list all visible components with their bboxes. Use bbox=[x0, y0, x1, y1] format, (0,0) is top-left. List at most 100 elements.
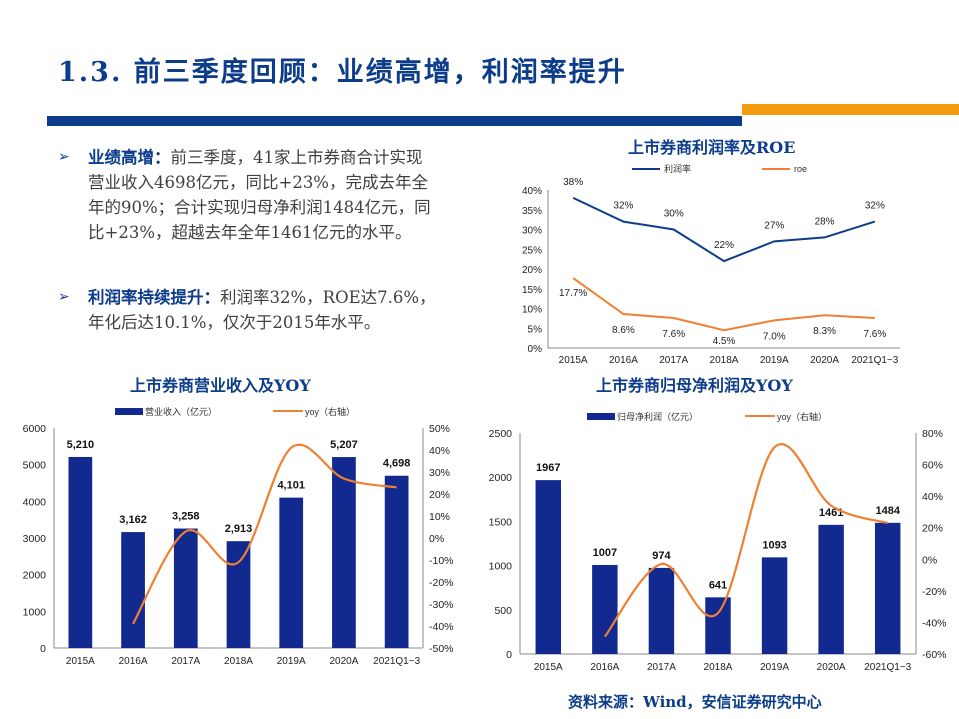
y-tick-label: 10% bbox=[522, 305, 542, 316]
x-tick-label: 2017A bbox=[171, 656, 200, 667]
y-tick-label: 5000 bbox=[23, 460, 47, 472]
y-tick-label: 2000 bbox=[489, 472, 513, 484]
y2-tick-label: 0% bbox=[922, 554, 937, 566]
bar bbox=[535, 480, 562, 654]
data-label: 8.6% bbox=[612, 325, 635, 336]
bar-data-label: 3,162 bbox=[119, 514, 147, 526]
x-tick-label: 2019A bbox=[760, 355, 789, 366]
y-tick-label: 3000 bbox=[23, 533, 47, 545]
legend-label: yoy（右轴） bbox=[305, 406, 355, 417]
y-tick-label: 2500 bbox=[489, 428, 513, 440]
data-label: 30% bbox=[664, 209, 684, 220]
data-label: 28% bbox=[815, 216, 835, 227]
bullet-head: 业绩高增： bbox=[88, 148, 171, 167]
y2-tick-label: 20% bbox=[922, 523, 943, 535]
bullet-head: 利润率持续提升： bbox=[88, 288, 220, 307]
y2-tick-label: -20% bbox=[922, 586, 947, 598]
bar bbox=[384, 475, 409, 648]
bar-data-label: 4,698 bbox=[383, 458, 411, 470]
x-tick-label: 2021Q1~3 bbox=[851, 355, 898, 366]
bar-data-label: 1093 bbox=[762, 539, 786, 551]
y-tick-label: 500 bbox=[494, 605, 512, 617]
arrow-bullet-icon: ➢ bbox=[58, 149, 70, 165]
data-label: 7.6% bbox=[863, 329, 886, 340]
y-tick-label: 6000 bbox=[23, 423, 47, 435]
bullet-revenue: ➢ 业绩高增：前三季度，41家上市券商合计实现营业收入4698亿元，同比+23%… bbox=[58, 145, 438, 245]
bar-data-label: 1967 bbox=[536, 462, 560, 474]
data-label: 4.5% bbox=[713, 336, 736, 347]
source-note: 资料来源：Wind，安信证券研究中心 bbox=[568, 693, 822, 711]
y2-tick-label: 30% bbox=[429, 467, 450, 479]
bar bbox=[121, 532, 145, 648]
y-tick-label: 0 bbox=[506, 649, 512, 661]
bar bbox=[761, 557, 788, 654]
y-tick-label: 0% bbox=[528, 344, 543, 355]
y2-tick-label: -40% bbox=[922, 617, 947, 629]
y-tick-label: 30% bbox=[522, 226, 542, 237]
bar bbox=[705, 597, 731, 654]
data-label: 17.7% bbox=[559, 288, 587, 299]
y2-tick-label: 60% bbox=[922, 460, 943, 472]
x-tick-label: 2015A bbox=[534, 662, 563, 673]
y2-tick-label: 10% bbox=[429, 511, 450, 523]
y-tick-label: 1500 bbox=[489, 516, 513, 528]
bar-data-label: 1461 bbox=[819, 507, 843, 519]
y2-tick-label: 80% bbox=[922, 428, 943, 440]
bar-data-label: 3,258 bbox=[172, 511, 200, 523]
data-label: 32% bbox=[613, 201, 633, 212]
bar bbox=[226, 541, 251, 648]
bar-data-label: 1007 bbox=[593, 547, 617, 559]
chart-title-margin-roe: 上市券商利润率及ROE bbox=[628, 138, 796, 157]
x-tick-label: 2021Q1~3 bbox=[864, 662, 911, 673]
bar bbox=[874, 522, 901, 654]
y-tick-label: 1000 bbox=[489, 561, 513, 573]
data-label: 22% bbox=[714, 240, 734, 251]
y2-tick-label: 50% bbox=[429, 423, 450, 435]
arrow-bullet-icon: ➢ bbox=[58, 289, 70, 305]
legend-swatch-bar bbox=[587, 413, 615, 420]
header-divider-orange bbox=[742, 104, 959, 115]
x-tick-label: 2016A bbox=[609, 355, 638, 366]
bar bbox=[68, 456, 93, 648]
x-tick-label: 2015A bbox=[559, 355, 588, 366]
bar-data-label: 641 bbox=[709, 579, 727, 591]
yoy-line bbox=[603, 443, 889, 638]
data-label: 7.6% bbox=[662, 329, 685, 340]
bar bbox=[332, 457, 356, 648]
bullet-text: 利润率32%，ROE达7.6%，年化后达10.1%，仅次于2015年水平。 bbox=[88, 288, 436, 332]
legend-label: 利润率 bbox=[664, 163, 691, 174]
y-tick-label: 1000 bbox=[23, 606, 47, 618]
data-label: 7.0% bbox=[763, 331, 786, 342]
y2-tick-label: 40% bbox=[429, 445, 450, 457]
legend-label: roe bbox=[794, 164, 807, 174]
bar-data-label: 4,101 bbox=[277, 480, 305, 492]
x-tick-label: 2018A bbox=[224, 656, 253, 667]
y-tick-label: 15% bbox=[522, 285, 542, 296]
y2-tick-label: -60% bbox=[922, 649, 947, 661]
legend-swatch-bar bbox=[115, 408, 143, 415]
yoy-line bbox=[132, 443, 397, 625]
x-tick-label: 2020A bbox=[329, 656, 358, 667]
x-tick-label: 2020A bbox=[810, 355, 839, 366]
y-tick-label: 20% bbox=[522, 265, 542, 276]
series-line-roe bbox=[572, 277, 875, 332]
y2-tick-label: 0% bbox=[429, 533, 444, 545]
data-label: 8.3% bbox=[813, 326, 836, 337]
y-tick-label: 5% bbox=[528, 324, 543, 335]
data-label: 38% bbox=[563, 177, 583, 188]
bar-data-label: 5,210 bbox=[67, 439, 95, 451]
y2-tick-label: -40% bbox=[429, 621, 454, 633]
bullet-text: 前三季度，41家上市券商合计实现营业收入4698亿元，同比+23%，完成去年全年… bbox=[88, 148, 431, 242]
bar-data-label: 2,913 bbox=[225, 523, 253, 535]
x-tick-label: 2017A bbox=[659, 355, 688, 366]
y2-tick-label: -10% bbox=[429, 555, 454, 567]
bar bbox=[818, 524, 844, 654]
y-tick-label: 0 bbox=[40, 643, 46, 655]
y2-tick-label: 20% bbox=[429, 489, 450, 501]
legend-label: 归母净利润（亿元） bbox=[617, 411, 698, 422]
x-tick-label: 2016A bbox=[119, 656, 148, 667]
y-tick-label: 25% bbox=[522, 245, 542, 256]
y2-tick-label: -20% bbox=[429, 577, 454, 589]
bar-data-label: 974 bbox=[652, 550, 671, 562]
